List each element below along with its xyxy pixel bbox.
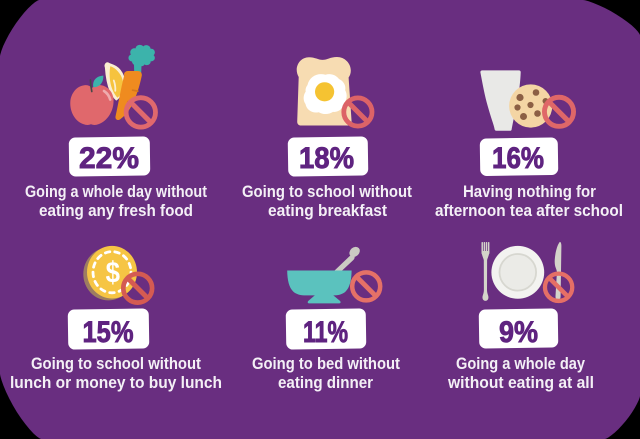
svg-text:afternoon tea after school: afternoon tea after school xyxy=(435,201,623,220)
svg-text:Going a whole day without: Going a whole day without xyxy=(25,182,207,201)
svg-text:eating any fresh food: eating any fresh food xyxy=(39,201,193,220)
svg-text:18%: 18% xyxy=(299,142,354,175)
svg-text:eating breakfast: eating breakfast xyxy=(268,201,387,220)
svg-text:without eating at all: without eating at all xyxy=(447,373,594,392)
svg-text:9%: 9% xyxy=(499,316,538,349)
svg-text:lunch or money to buy lunch: lunch or money to buy lunch xyxy=(10,373,222,392)
svg-text:16%: 16% xyxy=(492,142,544,175)
svg-text:22%: 22% xyxy=(79,142,139,175)
svg-text:Going to bed without: Going to bed without xyxy=(252,354,400,373)
svg-text:$: $ xyxy=(106,256,121,289)
svg-text:Going to school without: Going to school without xyxy=(31,354,201,373)
svg-text:Having nothing for: Having nothing for xyxy=(463,182,596,201)
svg-text:11%: 11% xyxy=(303,316,348,349)
svg-text:15%: 15% xyxy=(83,316,134,349)
svg-text:Going a whole day: Going a whole day xyxy=(456,354,585,373)
svg-text:Going to school without: Going to school without xyxy=(242,182,412,201)
svg-text:eating dinner: eating dinner xyxy=(278,373,373,392)
